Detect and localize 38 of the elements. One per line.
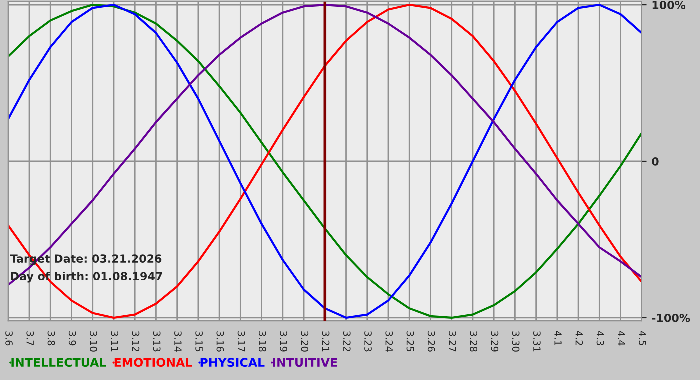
x-tick-label: 3.24 (386, 332, 394, 352)
x-tick-label: 3.9 (68, 332, 76, 346)
legend-label: INTELLECTUAL (12, 358, 106, 368)
x-tick-label: 3.19 (280, 332, 288, 352)
x-tick-label: 3.22 (343, 332, 351, 352)
x-tick-label: 3.13 (153, 332, 161, 352)
legend-label: PHYSICAL (200, 358, 265, 368)
x-tick-label: 3.7 (26, 332, 34, 346)
x-tick-label: 4.2 (576, 331, 584, 346)
y-tick-label: -100% (652, 314, 690, 322)
x-tick-label: 3.25 (406, 332, 414, 352)
x-tick-label: 3.20 (301, 332, 309, 352)
legend-label: EMOTIONAL (114, 358, 192, 368)
x-tick-label: 3.10 (90, 332, 98, 352)
x-tick-label: 3.26 (428, 332, 436, 352)
x-tick-label: 4.5 (639, 331, 646, 346)
y-tick-label: 100% (652, 1, 686, 10)
x-tick-label: 3.16 (216, 332, 224, 352)
x-tick-label: 3.6 (6, 332, 13, 346)
x-tick-label: 4.3 (596, 331, 604, 346)
x-tick-label: 3.17 (238, 332, 246, 352)
x-tick-label: 3.27 (449, 332, 456, 352)
x-tick-label: 3.31 (533, 332, 541, 352)
legend-label: INTUITIVE (273, 358, 338, 368)
x-tick-label: 3.11 (111, 332, 119, 352)
x-tick-label: 4.1 (554, 331, 562, 346)
x-tick-label: 4.4 (618, 331, 626, 346)
x-tick-label: 3.30 (512, 332, 520, 352)
x-tick-label: 3.15 (196, 332, 203, 352)
x-tick-label: 3.28 (470, 332, 478, 352)
x-tick-label: 3.21 (322, 332, 330, 352)
x-tick-label: 3.18 (258, 332, 266, 352)
x-tick-label: 3.12 (132, 332, 140, 352)
x-tick-label: 3.14 (174, 332, 182, 352)
x-tick-label: 3.29 (491, 332, 499, 352)
x-tick-label: 3.8 (48, 332, 56, 346)
x-tick-label: 3.23 (364, 332, 372, 352)
y-tick-label: 0 (652, 157, 659, 166)
